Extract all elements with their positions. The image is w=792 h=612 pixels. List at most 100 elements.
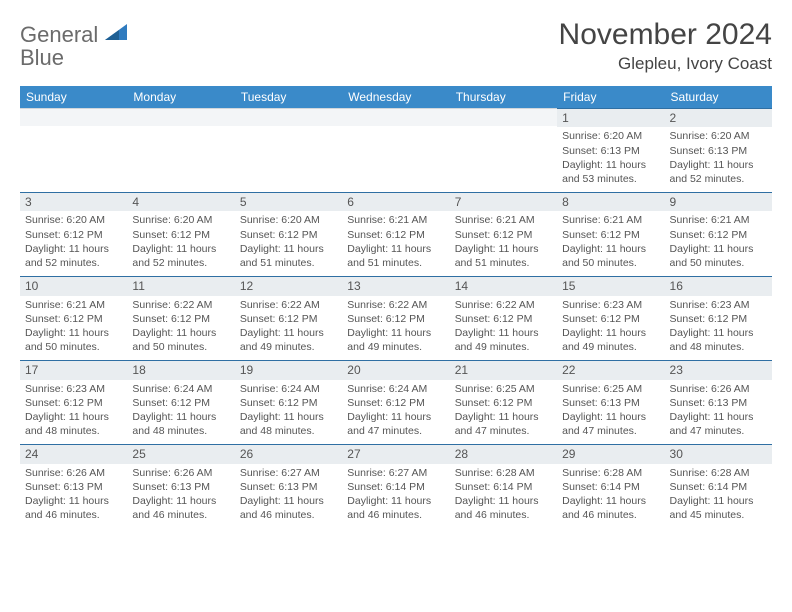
sunrise-line: Sunrise: 6:21 AM: [455, 213, 552, 227]
day-details: [450, 126, 557, 188]
calendar-day-cell: [450, 108, 557, 192]
day-number: 9: [665, 192, 772, 211]
day-details: Sunrise: 6:26 AMSunset: 6:13 PMDaylight:…: [127, 464, 234, 529]
title-block: November 2024 Glepleu, Ivory Coast: [559, 18, 772, 74]
day-number: 6: [342, 192, 449, 211]
daylight-line: Daylight: 11 hours and 47 minutes.: [455, 410, 552, 438]
calendar-day-cell: 8Sunrise: 6:21 AMSunset: 6:12 PMDaylight…: [557, 192, 664, 276]
sunrise-line: Sunrise: 6:27 AM: [347, 466, 444, 480]
calendar-day-cell: [127, 108, 234, 192]
day-details: [235, 126, 342, 188]
day-number: 21: [450, 360, 557, 379]
logo-triangle-icon: [105, 24, 127, 47]
calendar-day-cell: 10Sunrise: 6:21 AMSunset: 6:12 PMDayligh…: [20, 276, 127, 360]
day-number: 29: [557, 444, 664, 463]
day-number: 23: [665, 360, 772, 379]
calendar-day-cell: 1Sunrise: 6:20 AMSunset: 6:13 PMDaylight…: [557, 108, 664, 192]
daylight-line: Daylight: 11 hours and 53 minutes.: [562, 158, 659, 186]
day-details: Sunrise: 6:25 AMSunset: 6:13 PMDaylight:…: [557, 380, 664, 445]
calendar-day-cell: 29 Sunrise: 6:28 AMSunset: 6:14 PMDayligh…: [557, 444, 664, 528]
daylight-line: Daylight: 11 hours and 51 minutes.: [347, 242, 444, 270]
day-details: [342, 126, 449, 188]
day-number: [127, 108, 234, 126]
day-number: 2: [665, 108, 772, 127]
sunset-line: Sunset: 6:12 PM: [455, 396, 552, 410]
day-details: Sunrise: 6:26 AMSunset: 6:13 PMDaylight:…: [20, 464, 127, 529]
sunset-line: Sunset: 6:12 PM: [562, 312, 659, 326]
calendar-day-cell: 17Sunrise: 6:23 AMSunset: 6:12 PMDayligh…: [20, 360, 127, 444]
daylight-line: Daylight: 11 hours and 50 minutes.: [562, 242, 659, 270]
daylight-line: Daylight: 11 hours and 46 minutes.: [455, 494, 552, 522]
day-number: 19: [235, 360, 342, 379]
day-number: 3: [20, 192, 127, 211]
day-number: 4: [127, 192, 234, 211]
daylight-line: Daylight: 11 hours and 47 minutes.: [562, 410, 659, 438]
daylight-line: Daylight: 11 hours and 46 minutes.: [132, 494, 229, 522]
sunrise-line: Sunrise: 6:21 AM: [347, 213, 444, 227]
sunset-line: Sunset: 6:12 PM: [347, 312, 444, 326]
sunrise-line: Sunrise: 6:20 AM: [25, 213, 122, 227]
sunrise-line: Sunrise: 6:24 AM: [240, 382, 337, 396]
sunset-line: Sunset: 6:12 PM: [455, 312, 552, 326]
daylight-line: Daylight: 11 hours and 46 minutes.: [562, 494, 659, 522]
daylight-line: Daylight: 11 hours and 52 minutes.: [670, 158, 767, 186]
calendar-day-cell: 9Sunrise: 6:21 AMSunset: 6:12 PMDaylight…: [665, 192, 772, 276]
calendar-day-cell: 16Sunrise: 6:23 AMSunset: 6:12 PMDayligh…: [665, 276, 772, 360]
calendar-day-cell: 24Sunrise: 6:26 AMSunset: 6:13 PMDayligh…: [20, 444, 127, 528]
day-details: Sunrise: 6:21 AMSunset: 6:12 PMDaylight:…: [450, 211, 557, 276]
day-number: 17: [20, 360, 127, 379]
sunset-line: Sunset: 6:13 PM: [25, 480, 122, 494]
day-details: Sunrise: 6:21 AMSunset: 6:12 PMDaylight:…: [665, 211, 772, 276]
sunrise-line: Sunrise: 6:20 AM: [562, 129, 659, 143]
sunset-line: Sunset: 6:12 PM: [240, 228, 337, 242]
sunrise-line: Sunrise: 6:28 AM: [562, 466, 659, 480]
day-details: Sunrise: 6:20 AMSunset: 6:13 PMDaylight:…: [557, 127, 664, 192]
sunset-line: Sunset: 6:13 PM: [132, 480, 229, 494]
calendar-day-cell: 23Sunrise: 6:26 AMSunset: 6:13 PMDayligh…: [665, 360, 772, 444]
day-details: Sunrise: 6:20 AMSunset: 6:13 PMDaylight:…: [665, 127, 772, 192]
calendar-day-cell: 21 Sunrise: 6:25 AMSunset: 6:12 PMDayligh…: [450, 360, 557, 444]
calendar-day-cell: 4Sunrise: 6:20 AMSunset: 6:12 PMDaylight…: [127, 192, 234, 276]
day-number: 15: [557, 276, 664, 295]
sunrise-line: Sunrise: 6:22 AM: [132, 298, 229, 312]
header: General Blue November 2024 Glepleu, Ivor…: [20, 18, 772, 74]
sunset-line: Sunset: 6:14 PM: [670, 480, 767, 494]
calendar-day-cell: 20Sunrise: 6:24 AMSunset: 6:12 PMDayligh…: [342, 360, 449, 444]
sunrise-line: Sunrise: 6:28 AM: [455, 466, 552, 480]
day-details: Sunrise: 6:21 AMSunset: 6:12 PMDaylight:…: [20, 296, 127, 361]
day-details: Sunrise: 6:20 AMSunset: 6:12 PMDaylight:…: [235, 211, 342, 276]
calendar-day-cell: 15Sunrise: 6:23 AMSunset: 6:12 PMDayligh…: [557, 276, 664, 360]
day-number: 22: [557, 360, 664, 379]
sunrise-line: Sunrise: 6:20 AM: [132, 213, 229, 227]
day-number: 28: [450, 444, 557, 463]
calendar-week-row: 10Sunrise: 6:21 AMSunset: 6:12 PMDayligh…: [20, 276, 772, 360]
calendar-week-row: 17Sunrise: 6:23 AMSunset: 6:12 PMDayligh…: [20, 360, 772, 444]
day-number: 10: [20, 276, 127, 295]
calendar-day-cell: 28Sunrise: 6:28 AMSunset: 6:14 PMDayligh…: [450, 444, 557, 528]
day-number: [20, 108, 127, 126]
sunrise-line: Sunrise: 6:26 AM: [25, 466, 122, 480]
day-number: [342, 108, 449, 126]
calendar-body: 1Sunrise: 6:20 AMSunset: 6:13 PMDaylight…: [20, 108, 772, 528]
calendar-day-cell: 25Sunrise: 6:26 AMSunset: 6:13 PMDayligh…: [127, 444, 234, 528]
daylight-line: Daylight: 11 hours and 47 minutes.: [347, 410, 444, 438]
daylight-line: Daylight: 11 hours and 49 minutes.: [455, 326, 552, 354]
day-details: Sunrise: 6:28 AMSunset: 6:14 PMDaylight:…: [450, 464, 557, 529]
sunset-line: Sunset: 6:12 PM: [25, 312, 122, 326]
sunrise-line: Sunrise: 6:28 AM: [670, 466, 767, 480]
sunrise-line: Sunrise: 6:23 AM: [562, 298, 659, 312]
daylight-line: Daylight: 11 hours and 47 minutes.: [670, 410, 767, 438]
daylight-line: Daylight: 11 hours and 48 minutes.: [25, 410, 122, 438]
weekday-header: Tuesday: [235, 86, 342, 108]
day-number: [450, 108, 557, 126]
daylight-line: Daylight: 11 hours and 48 minutes.: [132, 410, 229, 438]
sunrise-line: Sunrise: 6:25 AM: [455, 382, 552, 396]
calendar-day-cell: 26Sunrise: 6:27 AMSunset: 6:13 PMDayligh…: [235, 444, 342, 528]
sunrise-line: Sunrise: 6:21 AM: [25, 298, 122, 312]
day-number: 5: [235, 192, 342, 211]
calendar-day-cell: [342, 108, 449, 192]
day-details: [127, 126, 234, 188]
daylight-line: Daylight: 11 hours and 48 minutes.: [670, 326, 767, 354]
calendar-day-cell: [235, 108, 342, 192]
sunset-line: Sunset: 6:14 PM: [562, 480, 659, 494]
